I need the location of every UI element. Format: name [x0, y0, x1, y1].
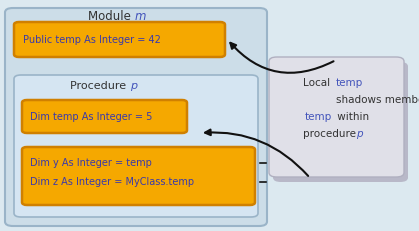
FancyArrowPatch shape: [205, 130, 308, 176]
Text: Dim y As Integer = temp: Dim y As Integer = temp: [30, 158, 152, 168]
Text: Module: Module: [88, 9, 135, 22]
Text: p: p: [356, 129, 362, 139]
FancyBboxPatch shape: [22, 100, 187, 133]
Text: Dim z As Integer = MyClass.temp: Dim z As Integer = MyClass.temp: [30, 177, 194, 187]
Text: Public temp As Integer = 42: Public temp As Integer = 42: [23, 35, 161, 45]
Text: temp: temp: [305, 112, 332, 122]
FancyBboxPatch shape: [269, 57, 404, 177]
Text: Procedure: Procedure: [70, 81, 130, 91]
Text: shadows member: shadows member: [336, 95, 419, 105]
FancyArrowPatch shape: [230, 43, 334, 73]
Text: Local: Local: [303, 78, 334, 88]
Text: m: m: [135, 9, 147, 22]
FancyBboxPatch shape: [273, 62, 408, 182]
FancyBboxPatch shape: [22, 147, 255, 205]
Text: temp: temp: [336, 78, 363, 88]
Text: procedure: procedure: [303, 129, 359, 139]
Text: Dim temp As Integer = 5: Dim temp As Integer = 5: [30, 112, 153, 122]
FancyBboxPatch shape: [14, 75, 258, 217]
FancyBboxPatch shape: [5, 8, 267, 226]
Text: p: p: [130, 81, 137, 91]
Text: within: within: [334, 112, 369, 122]
FancyBboxPatch shape: [14, 22, 225, 57]
